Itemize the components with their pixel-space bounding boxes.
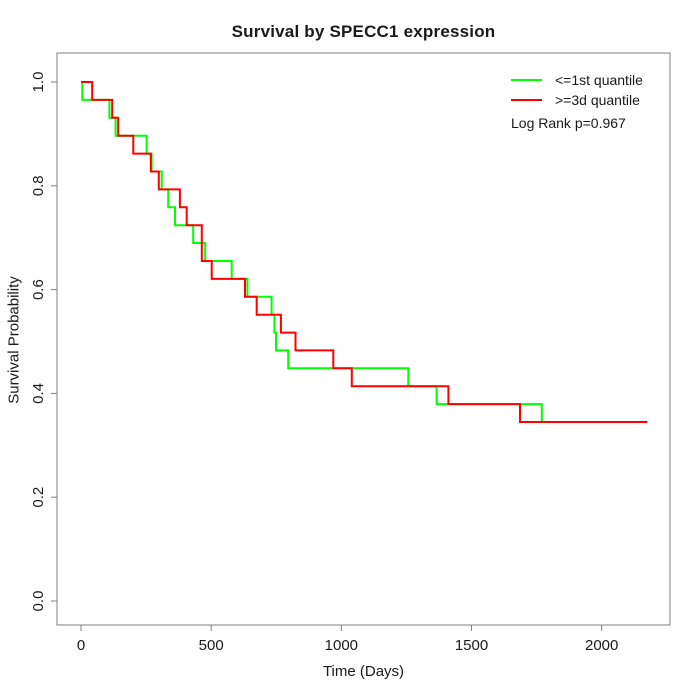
legend: <=1st quantile >=3d quantile [511,70,643,110]
plot-box [56,52,671,626]
y-tick-label: 0.0 [30,591,47,612]
x-axis: 0 500 1000 1500 2000 [77,625,618,654]
chart-title: Survival by SPECC1 expression [231,22,496,41]
logrank-pvalue-text: Log Rank p=0.967 [511,115,626,131]
x-tick-label: 1000 [325,637,358,654]
y-tick-label: 0.6 [30,279,47,300]
y-tick-label: 0.2 [30,487,47,508]
y-axis-label: Survival Probability [5,276,23,404]
y-tick-label: 1.0 [30,72,47,93]
x-tick-label: 2000 [585,637,618,654]
y-tick-label: 0.8 [30,175,47,196]
legend-item-high-expression: >=3d quantile [511,90,643,110]
x-tick-label: 0 [77,637,85,654]
y-tick-label: 0.4 [30,383,47,404]
y-axis: 0.0 0.2 0.4 0.6 0.8 1.0 [30,72,57,612]
x-axis-label: Time (Days) [322,663,405,680]
x-tick-label: 1500 [455,637,488,654]
legend-item-low-expression: <=1st quantile [511,70,643,90]
survival-curve-le-1st-quantile [81,81,648,423]
survival-curve-ge-3d-quantile [81,81,648,423]
x-tick-label: 500 [199,637,224,654]
legend-line-red [511,99,542,101]
legend-line-green [511,79,542,81]
legend-label-high-expression: >=3d quantile [555,92,640,108]
legend-label-low-expression: <=1st quantile [555,72,643,88]
